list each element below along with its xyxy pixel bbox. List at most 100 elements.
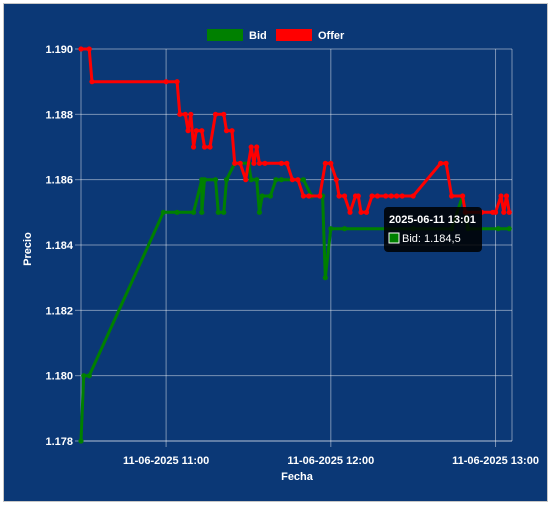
data-point-offer[interactable] xyxy=(221,111,227,117)
legend-item-bid[interactable]: Bid xyxy=(207,29,267,42)
data-point-offer[interactable] xyxy=(284,160,290,166)
data-point-offer[interactable] xyxy=(163,79,169,85)
y-tick-label: 1.182 xyxy=(45,305,73,317)
data-point-offer[interactable] xyxy=(410,193,416,199)
data-point-offer[interactable] xyxy=(254,144,260,150)
data-point-offer[interactable] xyxy=(237,160,243,166)
data-point-offer[interactable] xyxy=(177,111,183,117)
data-point-offer[interactable] xyxy=(328,160,334,166)
data-point-bid[interactable] xyxy=(212,177,219,183)
data-point-offer[interactable] xyxy=(174,79,180,85)
data-point-bid[interactable] xyxy=(328,226,334,232)
legend-item-offer[interactable]: Offer xyxy=(276,29,345,42)
data-point-offer[interactable] xyxy=(278,160,285,166)
y-tick-label: 1.178 xyxy=(45,436,73,448)
data-point-offer[interactable] xyxy=(347,209,353,215)
x-tick-label: 11-06-2025 11:00 xyxy=(123,455,209,467)
data-point-offer[interactable] xyxy=(86,46,92,52)
tooltip-title: 2025-06-11 13:01 xyxy=(389,214,476,226)
legend[interactable]: Bid Offer xyxy=(207,29,345,42)
data-point-offer[interactable] xyxy=(503,193,510,199)
data-point-offer[interactable] xyxy=(341,193,348,199)
data-point-offer[interactable] xyxy=(369,193,375,199)
data-point-bid[interactable] xyxy=(201,177,208,183)
data-point-bid[interactable] xyxy=(300,177,306,183)
data-point-bid[interactable] xyxy=(256,209,263,215)
data-point-offer[interactable] xyxy=(501,209,507,215)
data-point-offer[interactable] xyxy=(229,128,235,134)
data-point-offer[interactable] xyxy=(394,193,400,199)
data-point-offer[interactable] xyxy=(317,193,323,199)
data-point-offer[interactable] xyxy=(182,111,188,117)
data-point-offer[interactable] xyxy=(383,193,389,199)
data-point-offer[interactable] xyxy=(89,79,95,85)
data-point-bid[interactable] xyxy=(190,209,197,215)
data-point-bid[interactable] xyxy=(254,177,260,183)
data-point-bid[interactable] xyxy=(506,226,512,232)
data-point-offer[interactable] xyxy=(492,209,499,215)
data-point-bid[interactable] xyxy=(174,209,180,215)
data-point-offer[interactable] xyxy=(300,193,306,199)
data-point-offer[interactable] xyxy=(306,193,312,199)
tooltip: 2025-06-11 13:01 Bid: 1.184,5 xyxy=(384,207,482,252)
data-point-bid[interactable] xyxy=(322,275,328,281)
data-point-bid[interactable] xyxy=(341,226,348,232)
data-point-offer[interactable] xyxy=(212,111,219,117)
data-point-offer[interactable] xyxy=(201,144,208,150)
axis-layer: 1.178 1.180 1.182 1.184 1.186 1.188 1.190 11-06… xyxy=(45,44,538,467)
series-bid xyxy=(78,160,512,444)
data-point-bid[interactable] xyxy=(86,373,92,379)
data-point-offer[interactable] xyxy=(193,128,199,134)
data-point-bid[interactable] xyxy=(259,193,265,199)
y-tick-label: 1.190 xyxy=(45,44,73,56)
data-point-bid[interactable] xyxy=(81,373,87,379)
series-offer xyxy=(78,46,512,215)
data-point-offer[interactable] xyxy=(232,160,238,166)
data-point-offer[interactable] xyxy=(443,160,449,166)
data-point-bid[interactable] xyxy=(199,209,205,215)
data-point-offer[interactable] xyxy=(248,144,254,150)
data-point-offer[interactable] xyxy=(295,177,301,183)
price-chart: 1.178 1.180 1.182 1.184 1.186 1.188 1.190 11-06… xyxy=(22,29,539,483)
data-point-offer[interactable] xyxy=(322,160,328,166)
data-point-offer[interactable] xyxy=(207,144,213,150)
data-point-offer[interactable] xyxy=(78,46,84,52)
data-point-offer[interactable] xyxy=(498,193,504,199)
data-point-offer[interactable] xyxy=(438,160,444,166)
data-point-offer[interactable] xyxy=(459,193,466,199)
data-point-offer[interactable] xyxy=(190,144,197,150)
data-point-offer[interactable] xyxy=(289,177,295,183)
data-point-offer[interactable] xyxy=(188,111,194,117)
data-point-offer[interactable] xyxy=(251,160,257,166)
data-point-bid[interactable] xyxy=(495,226,501,232)
y-tick-label: 1.184 xyxy=(45,240,73,252)
data-point-bid[interactable] xyxy=(267,193,274,199)
data-point-offer[interactable] xyxy=(363,209,370,215)
data-point-offer[interactable] xyxy=(388,193,394,199)
series-line-offer xyxy=(81,47,511,214)
data-point-bid[interactable] xyxy=(278,177,285,183)
data-point-bid[interactable] xyxy=(273,177,279,183)
data-point-offer[interactable] xyxy=(185,128,191,134)
series-layer xyxy=(78,46,512,444)
data-point-offer[interactable] xyxy=(355,193,361,199)
data-point-bid[interactable] xyxy=(215,209,221,215)
data-point-offer[interactable] xyxy=(336,193,342,199)
data-point-offer[interactable] xyxy=(256,160,263,166)
data-point-bid[interactable] xyxy=(223,177,230,183)
data-point-bid[interactable] xyxy=(221,209,227,215)
data-point-offer[interactable] xyxy=(199,128,205,134)
data-point-bid[interactable] xyxy=(78,438,84,444)
y-tick-label: 1.188 xyxy=(45,109,73,121)
data-point-bid[interactable] xyxy=(248,177,254,183)
data-point-offer[interactable] xyxy=(262,160,268,166)
data-point-offer[interactable] xyxy=(333,177,339,183)
data-point-offer[interactable] xyxy=(506,209,512,215)
data-point-bid[interactable] xyxy=(160,209,166,215)
data-point-offer[interactable] xyxy=(223,128,230,134)
data-point-offer[interactable] xyxy=(399,193,405,199)
data-point-offer[interactable] xyxy=(374,193,381,199)
data-point-offer[interactable] xyxy=(449,193,455,199)
data-point-offer[interactable] xyxy=(243,177,249,183)
data-point-offer[interactable] xyxy=(358,209,364,215)
